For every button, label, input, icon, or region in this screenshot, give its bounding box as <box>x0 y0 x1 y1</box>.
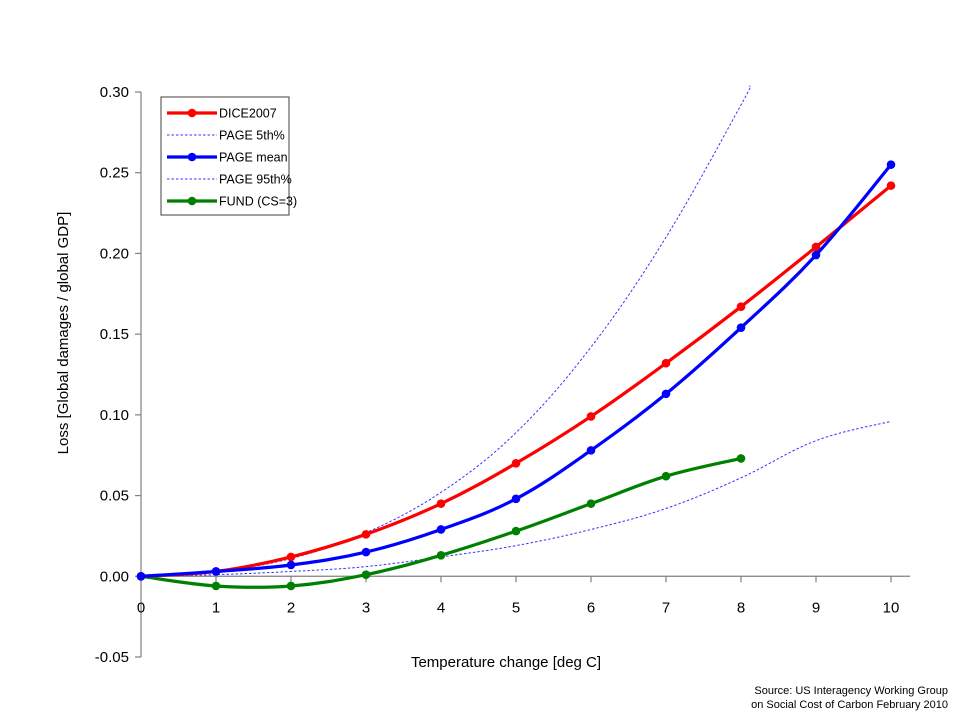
x-tick-label: 3 <box>362 599 370 616</box>
data-point <box>436 551 446 560</box>
legend-marker <box>187 196 197 206</box>
y-tick-label: -0.05 <box>95 649 129 666</box>
series-line <box>140 163 893 578</box>
x-tick-label: 8 <box>737 599 745 616</box>
data-point <box>361 570 371 579</box>
data-point <box>436 525 446 534</box>
legend: DICE2007 PAGE 5th% PAGE mean PAGE 95th% FUND… <box>160 96 297 216</box>
data-point <box>511 494 521 504</box>
y-tick-label: 0.05 <box>100 488 129 505</box>
data-point <box>736 454 746 463</box>
data-point <box>511 458 521 468</box>
data-point <box>886 160 896 169</box>
data-point <box>436 499 446 508</box>
x-tick-label: 10 <box>883 599 900 616</box>
y-tick-label: 0.00 <box>100 568 129 585</box>
legend-item: PAGE mean <box>167 151 288 165</box>
data-point <box>586 499 596 508</box>
data-point <box>211 567 221 576</box>
x-tick-label: 0 <box>137 599 145 616</box>
data-point <box>736 302 746 312</box>
y-tick-label: 0.10 <box>100 407 129 424</box>
data-point <box>736 323 746 332</box>
x-tick-label: 6 <box>587 599 595 616</box>
x-tick-label: 4 <box>437 599 445 616</box>
legend-label: FUND (CS=3) <box>219 195 297 209</box>
data-point <box>661 471 671 481</box>
y-tick-label: 0.20 <box>100 245 129 262</box>
data-point <box>586 446 596 455</box>
y-axis-title: Loss [Global damages / global GDP] <box>55 212 72 455</box>
legend-label: PAGE mean <box>219 151 288 165</box>
x-tick-label: 1 <box>212 599 220 616</box>
data-point <box>511 526 521 536</box>
legend-label: PAGE 95th% <box>219 173 292 187</box>
x-axis-title: Temperature change [deg C] <box>411 654 601 671</box>
x-tick-label: 9 <box>812 599 820 616</box>
data-point <box>361 547 371 557</box>
source-note: Source: US Interagency Working Group on … <box>751 684 948 712</box>
source-line-2: on Social Cost of Carbon February 2010 <box>751 699 948 711</box>
y-tick-label: 0.30 <box>100 84 129 101</box>
series-line <box>140 184 893 578</box>
series-line <box>140 420 892 577</box>
legend-item: PAGE 5th% <box>167 129 285 143</box>
y-tick-label: 0.15 <box>100 326 129 343</box>
legend-label: DICE2007 <box>219 107 277 121</box>
series-page-5th <box>140 420 892 577</box>
data-point <box>886 181 896 190</box>
series-page-mean <box>136 160 896 581</box>
legend-label: PAGE 5th% <box>219 129 285 143</box>
x-tick-label: 2 <box>287 599 295 616</box>
data-point <box>361 530 371 539</box>
series-fund-cs-3 <box>136 454 746 591</box>
data-point <box>661 358 671 368</box>
series-dice2007 <box>136 181 896 581</box>
data-point <box>286 560 296 570</box>
data-point <box>811 250 821 260</box>
legend-item: DICE2007 <box>167 107 277 121</box>
legend-item: PAGE 95th% <box>167 173 292 187</box>
data-point <box>661 389 671 399</box>
x-tick-label: 5 <box>512 599 520 616</box>
data-point <box>286 581 296 591</box>
data-point <box>136 571 146 581</box>
legend-marker <box>187 152 197 162</box>
data-point <box>286 552 296 562</box>
y-tick-label: 0.25 <box>100 165 129 182</box>
data-point <box>586 412 596 421</box>
legend-item: FUND (CS=3) <box>167 195 297 209</box>
axes: 0.30 0.25 0.20 0.15 0.10 0.05 0.00 -0.05 0 1 2 3 4 5 6… <box>95 84 910 666</box>
x-tick-label: 7 <box>662 599 670 616</box>
legend-marker <box>187 108 197 118</box>
series-layer <box>136 85 896 591</box>
source-line-1: Source: US Interagency Working Group <box>754 685 948 697</box>
data-point <box>811 242 821 252</box>
data-point <box>211 581 221 591</box>
